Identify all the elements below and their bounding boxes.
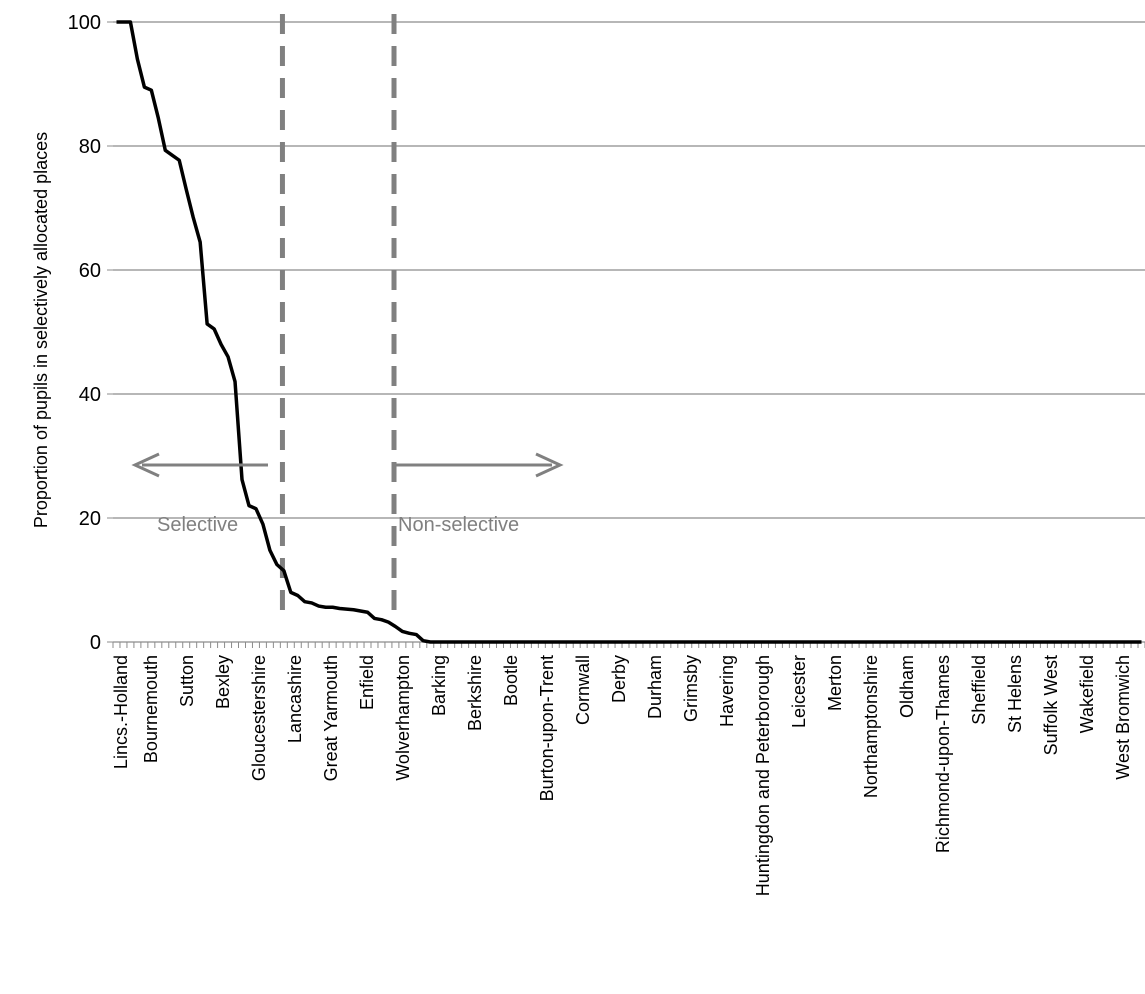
x-tick-label: Leicester: [789, 655, 809, 728]
x-tick-label: Northamptonshire: [861, 655, 881, 798]
x-tick-label: Cornwall: [573, 655, 593, 725]
y-tick-label: 0: [90, 632, 101, 654]
x-tick-label: Suffolk West: [1041, 655, 1061, 755]
x-tick-label: Lincs.-Holland: [111, 655, 131, 769]
x-tick-label: Wolverhampton: [393, 655, 413, 781]
x-tick-label: Havering: [717, 655, 737, 727]
annotations: Selective Non-selective: [131, 452, 564, 536]
y-axis: 0 20 40 60 80 100: [68, 12, 113, 654]
x-tick-label: Durham: [645, 655, 665, 719]
grid-layer: [113, 21, 1145, 519]
selective-label: Selective: [157, 514, 238, 536]
series-line: [116, 20, 1142, 644]
x-tick-label: Burton-upon-Trent: [537, 655, 557, 801]
x-tick-label: Richmond-upon-Thames: [933, 655, 953, 853]
x-tick-label: Gloucestershire: [249, 655, 269, 781]
selective-arrowhead: [131, 452, 160, 478]
x-tick-label: Bootle: [501, 655, 521, 706]
y-tick-label: 40: [79, 384, 101, 406]
x-tick-label: Oldham: [897, 655, 917, 718]
non-selective-arrowhead: [535, 452, 564, 478]
series-layer: [116, 20, 1142, 644]
y-axis-label: Proportion of pupils in selectively allo…: [31, 132, 51, 528]
x-tick-label: Derby: [609, 655, 629, 703]
y-tick-label: 80: [79, 136, 101, 158]
dividers: [279, 14, 397, 622]
x-tick-label: Berkshire: [465, 655, 485, 731]
x-tick-label: Great Yarmouth: [321, 655, 341, 781]
y-tick-label: 60: [79, 260, 101, 282]
x-tick-label: Bexley: [213, 655, 233, 709]
x-tick-label: Sheffield: [969, 655, 989, 725]
y-tick-label: 100: [68, 12, 101, 34]
x-axis: Lincs.-Holland Bournemouth Sutton Bexley Glo…: [111, 641, 1145, 896]
x-tick-label: Lancashire: [285, 655, 305, 743]
x-tick-label: Sutton: [177, 655, 197, 707]
x-tick-label: West Bromwich: [1113, 655, 1133, 780]
non-selective-label: Non-selective: [398, 514, 519, 536]
x-tick-label: Merton: [825, 655, 845, 711]
x-tick-label: Grimsby: [681, 655, 701, 722]
x-tick-label: Huntingdon and Peterborough: [753, 655, 773, 896]
x-tick-label: St Helens: [1005, 655, 1025, 733]
x-tick-label: Enfield: [357, 655, 377, 710]
x-tick-label: Barking: [429, 655, 449, 716]
x-tick-label: Bournemouth: [141, 655, 161, 763]
x-tick-label: Wakefield: [1077, 655, 1097, 733]
y-tick-label: 20: [79, 508, 101, 530]
